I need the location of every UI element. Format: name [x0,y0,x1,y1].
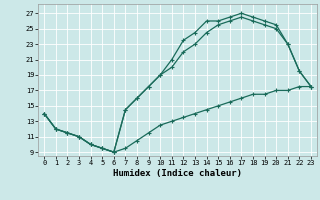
X-axis label: Humidex (Indice chaleur): Humidex (Indice chaleur) [113,169,242,178]
